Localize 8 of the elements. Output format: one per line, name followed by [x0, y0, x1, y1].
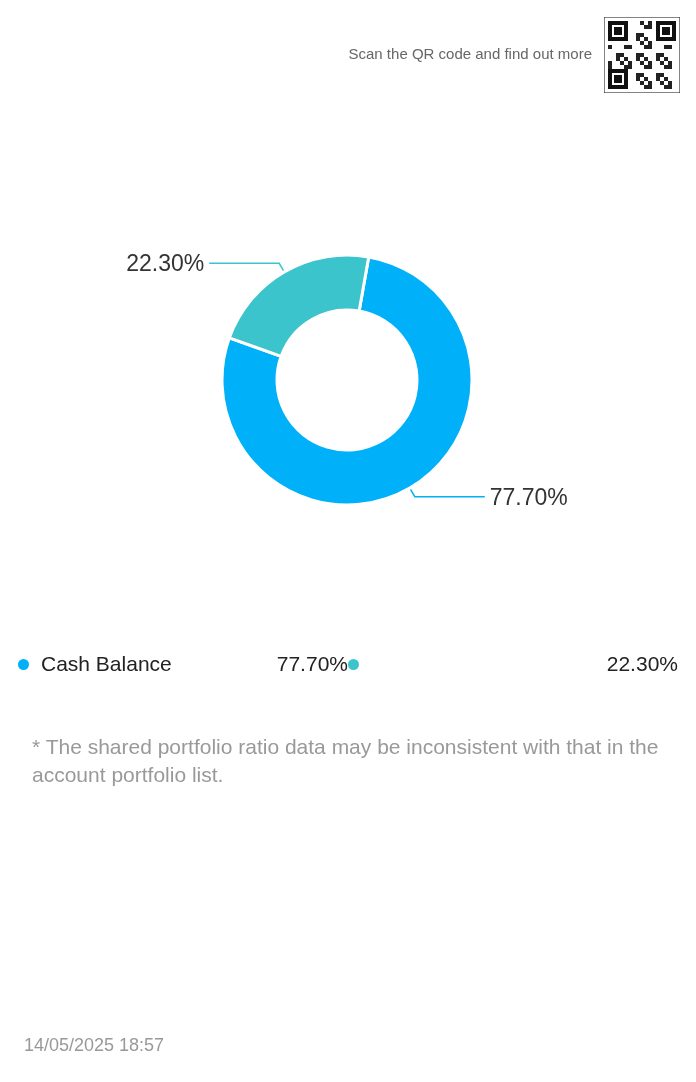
text: * The shared portfolio ratio data may be inconsistent with that in the account portfolio list. [32, 734, 660, 788]
text: 77.70% [276, 652, 348, 675]
text: Scan the QR code and find out more [348, 45, 592, 62]
text: 14/05/2025 18:57 [24, 1035, 165, 1056]
data-label: 77.70% [489, 483, 568, 510]
data-label: 22.30% [126, 250, 205, 277]
text: 22.30% [606, 652, 678, 675]
legend-label: Cash Balance [41, 652, 173, 676]
